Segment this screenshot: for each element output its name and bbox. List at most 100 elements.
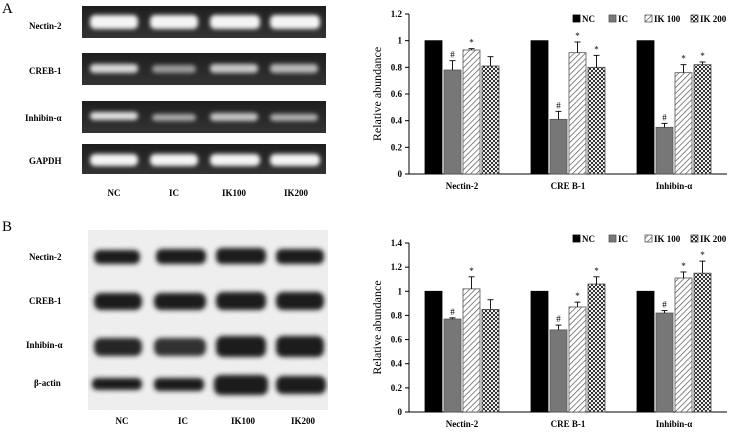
significance-mark: * bbox=[575, 291, 580, 301]
gel-a-image bbox=[82, 6, 326, 174]
bar bbox=[568, 306, 587, 413]
bar bbox=[655, 312, 674, 413]
significance-mark: * bbox=[681, 261, 686, 271]
legend-swatch bbox=[690, 234, 699, 243]
legend-swatch bbox=[644, 14, 653, 23]
gel-a-lane-nc: NC bbox=[107, 188, 121, 198]
gel-a-band-label-nectin2: Nectin-2 bbox=[29, 21, 62, 31]
legend-label: IK 100 bbox=[654, 14, 681, 24]
x-category-label: CRE B-1 bbox=[551, 419, 586, 429]
legend-label: IK 200 bbox=[700, 14, 727, 24]
bar bbox=[693, 272, 712, 413]
significance-mark: # bbox=[662, 112, 667, 122]
y-tick-label: 0.8 bbox=[391, 310, 403, 320]
significance-mark: * bbox=[681, 54, 686, 64]
x-category-label: CRE B-1 bbox=[551, 181, 586, 191]
significance-mark: # bbox=[450, 50, 455, 60]
significance-mark: * bbox=[700, 250, 705, 260]
legend-label: NC bbox=[582, 234, 595, 244]
bar bbox=[462, 49, 481, 175]
bar bbox=[587, 283, 606, 413]
y-tick-label: 0 bbox=[398, 407, 403, 417]
bar-chart-a: 0 0.2 0.4 0.6 0.8 1 1.2 Relative abundance # * Nec… bbox=[370, 9, 727, 191]
significance-mark: * bbox=[594, 266, 599, 276]
gel-b-image bbox=[88, 230, 328, 410]
bar-chart-b: 0 0.2 0.4 0.6 0.8 1 1.2 1.4 Relative abundance # *… bbox=[370, 234, 727, 429]
gel-b-lane-ik200: IK200 bbox=[290, 416, 315, 426]
y-tick-label: 0.2 bbox=[391, 383, 403, 393]
x-category-label: Nectin-2 bbox=[446, 419, 479, 429]
y-tick-label: 0.6 bbox=[391, 89, 403, 99]
gel-b-band-label-creb1: CREB-1 bbox=[29, 296, 62, 306]
gel-a-lane-ik100: IK100 bbox=[221, 188, 246, 198]
significance-mark: # bbox=[556, 100, 561, 110]
gel-a-lane-ik200: IK200 bbox=[283, 188, 308, 198]
gel-b-lane-ic: IC bbox=[177, 416, 188, 426]
significance-mark: * bbox=[469, 38, 474, 48]
legend-swatch bbox=[644, 234, 653, 243]
legend-swatch bbox=[572, 14, 581, 23]
bar bbox=[424, 290, 443, 413]
significance-mark: * bbox=[575, 31, 580, 41]
bar bbox=[636, 290, 655, 413]
y-tick-label: 1 bbox=[398, 286, 403, 296]
panel-label-a: A bbox=[2, 1, 13, 17]
bar bbox=[693, 64, 712, 175]
bar bbox=[655, 126, 674, 175]
legend-swatch bbox=[572, 234, 581, 243]
gel-b-band-label-inhibin: Inhibin-α bbox=[26, 340, 63, 350]
legend-label: IK 100 bbox=[654, 234, 681, 244]
significance-mark: * bbox=[469, 266, 474, 276]
legend-label: IK 200 bbox=[700, 234, 727, 244]
significance-mark: * bbox=[700, 51, 705, 61]
y-tick-label: 1 bbox=[398, 36, 403, 46]
significance-mark: * bbox=[594, 44, 599, 54]
bar bbox=[568, 52, 587, 175]
bar bbox=[443, 69, 462, 175]
gel-a-band-label-inhibin: Inhibin-α bbox=[25, 113, 62, 123]
bar bbox=[636, 40, 655, 175]
y-tick-label: 0.4 bbox=[391, 359, 403, 369]
gel-b-band-label-bactin: β-actin bbox=[34, 378, 61, 388]
gel-a-band-label-gapdh: GAPDH bbox=[29, 156, 62, 166]
bar bbox=[674, 277, 693, 413]
y-axis-label: Relative abundance bbox=[370, 47, 384, 141]
bar bbox=[549, 329, 568, 413]
gel-panel-b bbox=[88, 230, 328, 410]
gel-a-band-label-creb1: CREB-1 bbox=[29, 66, 62, 76]
y-tick-label: 0.8 bbox=[391, 62, 403, 72]
bar bbox=[443, 318, 462, 413]
significance-mark: # bbox=[662, 300, 667, 310]
significance-mark: # bbox=[556, 314, 561, 324]
gel-b-band-label-nectin2: Nectin-2 bbox=[29, 252, 62, 262]
y-tick-label: 1.2 bbox=[391, 9, 403, 19]
gel-b-lane-nc: NC bbox=[115, 416, 129, 426]
gel-b-lane-ik100: IK100 bbox=[230, 416, 255, 426]
y-axis-label: Relative abundance bbox=[370, 280, 384, 374]
legend-label: IC bbox=[618, 234, 628, 244]
bar bbox=[481, 65, 500, 175]
bar bbox=[587, 66, 606, 175]
y-tick-label: 1.4 bbox=[391, 238, 403, 248]
y-tick-label: 0.6 bbox=[391, 335, 403, 345]
legend-swatch bbox=[608, 14, 617, 23]
legend-swatch bbox=[690, 14, 699, 23]
bar bbox=[424, 40, 443, 175]
y-tick-label: 0.4 bbox=[391, 116, 403, 126]
x-category-label: Inhibin-α bbox=[656, 181, 693, 191]
gel-panel-a bbox=[82, 6, 326, 174]
x-category-label: Inhibin-α bbox=[656, 419, 693, 429]
y-tick-label: 1.2 bbox=[391, 262, 403, 272]
significance-mark: # bbox=[450, 307, 455, 317]
x-category-label: Nectin-2 bbox=[446, 181, 479, 191]
panel-label-b: B bbox=[2, 219, 13, 235]
bar bbox=[481, 308, 500, 413]
bar bbox=[530, 290, 549, 413]
y-tick-label: 0 bbox=[398, 169, 403, 179]
bar bbox=[530, 40, 549, 175]
legend-swatch bbox=[608, 234, 617, 243]
bar bbox=[674, 72, 693, 175]
legend-label: IC bbox=[618, 14, 628, 24]
bar bbox=[462, 288, 481, 413]
